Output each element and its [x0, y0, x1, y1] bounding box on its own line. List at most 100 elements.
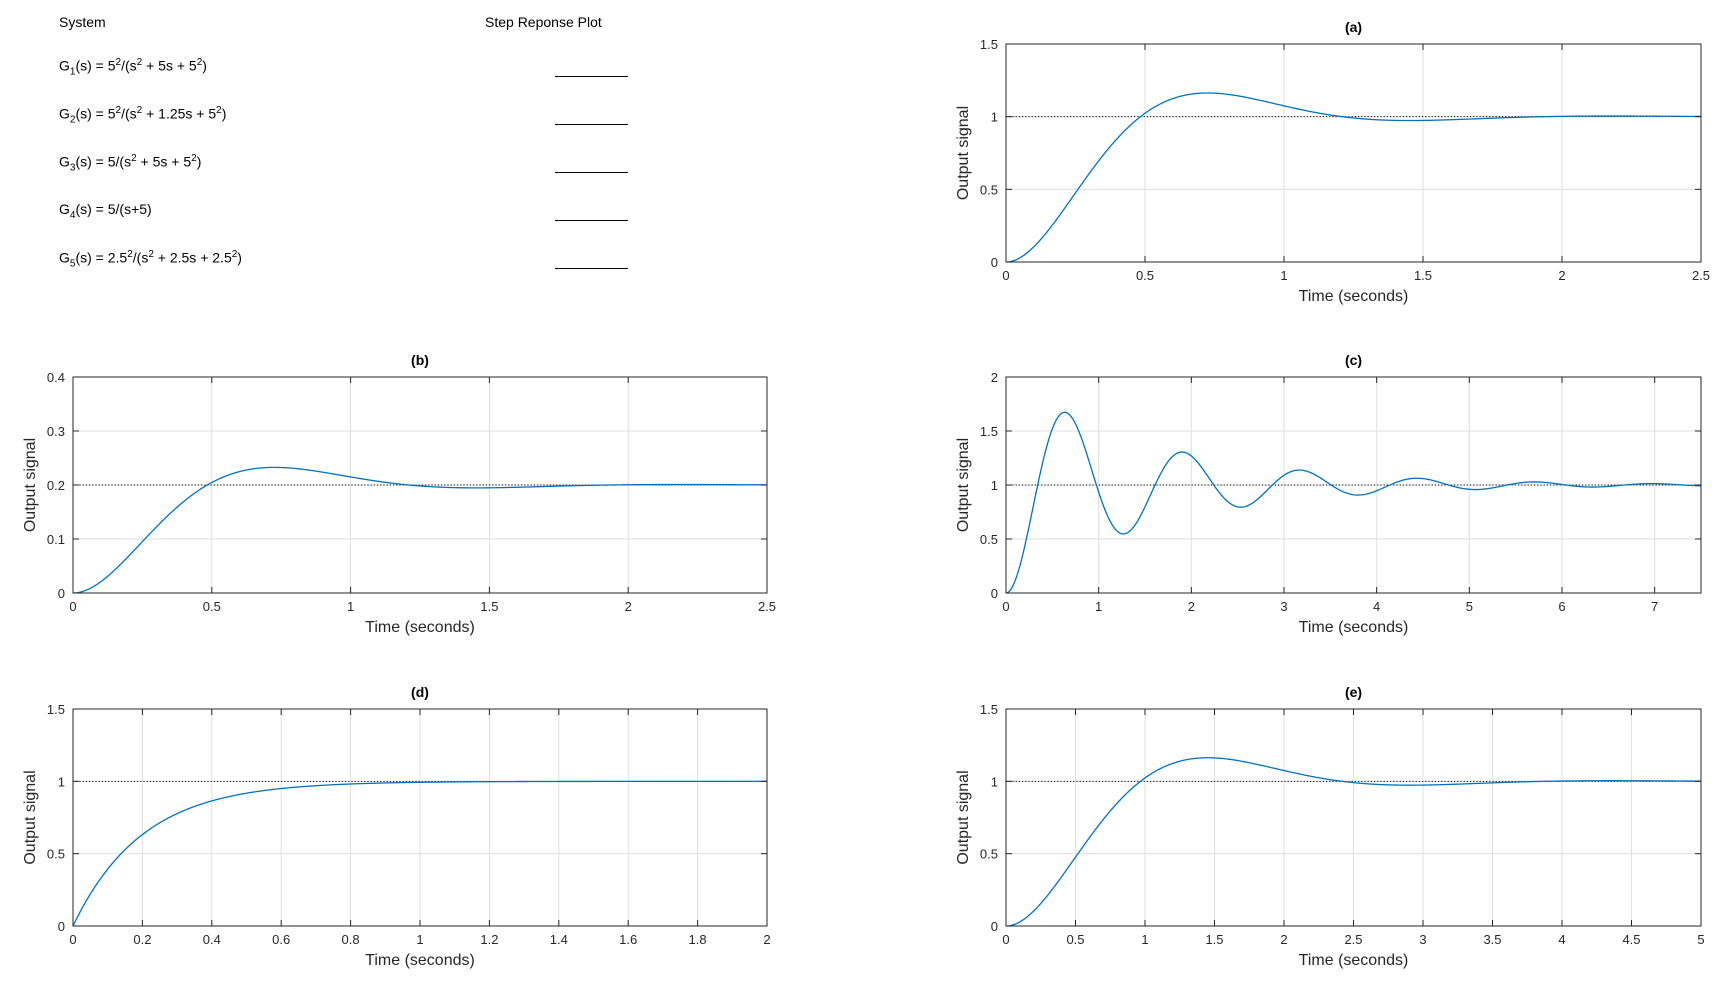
x-tick-label: 4	[1558, 932, 1565, 947]
x-tick-label: 1	[1280, 268, 1287, 283]
answer-blank-3[interactable]	[555, 172, 628, 173]
y-tick-label: 1	[991, 478, 998, 493]
x-axis-label: Time (seconds)	[365, 619, 475, 636]
x-tick-label: 1	[416, 932, 423, 947]
y-tick-label: 0	[991, 586, 998, 601]
x-tick-label: 2.5	[758, 599, 776, 614]
y-tick-label: 2	[991, 370, 998, 385]
x-tick-label: 1.5	[480, 599, 498, 614]
chart-title: (c)	[1345, 352, 1362, 368]
answer-blank-1[interactable]	[555, 76, 628, 77]
y-tick-label: 0	[58, 586, 65, 601]
y-tick-label: 1	[991, 774, 998, 789]
x-tick-label: 2	[1558, 268, 1565, 283]
x-tick-label: 1.8	[689, 932, 707, 947]
x-tick-label: 1	[1141, 932, 1148, 947]
answer-blank-2[interactable]	[555, 124, 628, 125]
x-tick-label: 2	[763, 932, 770, 947]
x-tick-label: 1	[347, 599, 354, 614]
header-system: System	[59, 14, 106, 30]
y-tick-label: 0.2	[47, 478, 65, 493]
x-tick-label: 1	[1095, 599, 1102, 614]
y-tick-label: 0.4	[47, 370, 65, 385]
x-tick-label: 0.2	[133, 932, 151, 947]
system-row-g5: G5(s) = 2.52/(s2 + 2.5s + 2.52)	[59, 249, 242, 270]
x-tick-label: 4.5	[1622, 932, 1640, 947]
chart-title: (e)	[1345, 684, 1362, 700]
answer-blank-4[interactable]	[555, 220, 628, 221]
x-tick-label: 1.2	[480, 932, 498, 947]
y-tick-label: 0.5	[47, 847, 65, 862]
system-row-g4: G4(s) = 5/(s+5)	[59, 201, 152, 221]
x-tick-label: 2	[1280, 932, 1287, 947]
y-tick-label: 0	[58, 919, 65, 934]
y-axis-label: Output signal	[22, 770, 39, 864]
x-tick-label: 0	[1002, 599, 1009, 614]
x-tick-label: 2	[625, 599, 632, 614]
response-line	[1005, 757, 1702, 927]
plot-area	[1006, 44, 1701, 262]
x-tick-label: 0	[69, 932, 76, 947]
y-tick-label: 0.5	[980, 847, 998, 862]
y-tick-label: 0.5	[980, 182, 998, 197]
response-line	[72, 466, 768, 594]
y-axis-label: Output signal	[955, 438, 972, 532]
y-tick-label: 1.5	[980, 702, 998, 717]
y-axis-label: Output signal	[955, 106, 972, 200]
y-tick-label: 0	[991, 919, 998, 934]
header-step-response-plot: Step Reponse Plot	[485, 14, 602, 30]
x-tick-label: 1.5	[1205, 932, 1223, 947]
axes-box	[1005, 43, 1702, 263]
x-axis-label: Time (seconds)	[1299, 288, 1409, 305]
response-line	[72, 780, 767, 927]
x-tick-label: 0	[1002, 932, 1009, 947]
chart-title: (d)	[411, 684, 429, 700]
x-tick-label: 0.5	[203, 599, 221, 614]
y-tick-label: 0	[991, 255, 998, 270]
x-tick-label: 3	[1419, 932, 1426, 947]
x-tick-label: 1.6	[619, 932, 637, 947]
chart-d: 0 0.2 0.4 0.6 0.8 1 1.2 1.4 1.6 1.8 2 0 0.5 1 1.5 (d) Ti…	[22, 684, 771, 969]
x-axis-label: Time (seconds)	[1299, 619, 1409, 636]
x-tick-label: 7	[1651, 599, 1658, 614]
x-tick-label: 0.6	[272, 932, 290, 947]
y-tick-label: 0.3	[47, 424, 65, 439]
x-tick-label: 1.4	[550, 932, 568, 947]
answer-blank-5[interactable]	[555, 268, 628, 269]
response-line	[1005, 411, 1702, 594]
x-tick-label: 0.8	[342, 932, 360, 947]
y-axis-label: Output signal	[955, 770, 972, 864]
x-tick-label: 1.5	[1414, 268, 1432, 283]
x-tick-label: 2	[1188, 599, 1195, 614]
x-tick-label: 2.5	[1344, 932, 1362, 947]
x-axis-label: Time (seconds)	[365, 952, 475, 969]
y-axis-label: Output signal	[22, 438, 39, 532]
x-tick-label: 0	[69, 599, 76, 614]
y-tick-label: 1.5	[980, 37, 998, 52]
x-tick-label: 0	[1002, 268, 1009, 283]
x-tick-label: 5	[1466, 599, 1473, 614]
chart-a: 0 0.5 1 1.5 2 2.5 0 0.5 1 1.5 (a) Time (seconds) Out…	[955, 19, 1710, 305]
chart-title: (a)	[1345, 19, 1362, 35]
x-axis-label: Time (seconds)	[1299, 952, 1409, 969]
chart-b: 0 0.5 1 1.5 2 2.5 0 0.1 0.2 0.3 0.4 (b) Time (second…	[22, 352, 776, 636]
x-tick-label: 2.5	[1692, 268, 1710, 283]
response-line	[1005, 92, 1702, 263]
y-tick-label: 1	[58, 774, 65, 789]
system-row-g3: G3(s) = 5/(s2 + 5s + 52)	[59, 153, 202, 174]
y-tick-label: 1	[991, 110, 998, 125]
y-tick-label: 0.5	[980, 532, 998, 547]
chart-title: (b)	[411, 352, 429, 368]
x-tick-label: 0.5	[1136, 268, 1154, 283]
chart-e: 0 0.5 1 1.5 2 2.5 3 3.5 4 4.5 5 0 0.5 1 1.5 (e) Time (se…	[955, 684, 1705, 969]
system-row-g2: G2(s) = 52/(s2 + 1.25s + 52)	[59, 105, 227, 126]
x-tick-label: 3.5	[1483, 932, 1501, 947]
x-tick-label: 0.5	[1066, 932, 1084, 947]
x-tick-label: 4	[1373, 599, 1380, 614]
y-tick-label: 1.5	[980, 424, 998, 439]
x-tick-label: 3	[1280, 599, 1287, 614]
y-tick-label: 0.1	[47, 532, 65, 547]
chart-c: 0 1 2 3 4 5 6 7 0 0.5 1 1.5 2 (c) Time (seconds) Output…	[955, 352, 1702, 636]
x-tick-label: 0.4	[203, 932, 221, 947]
